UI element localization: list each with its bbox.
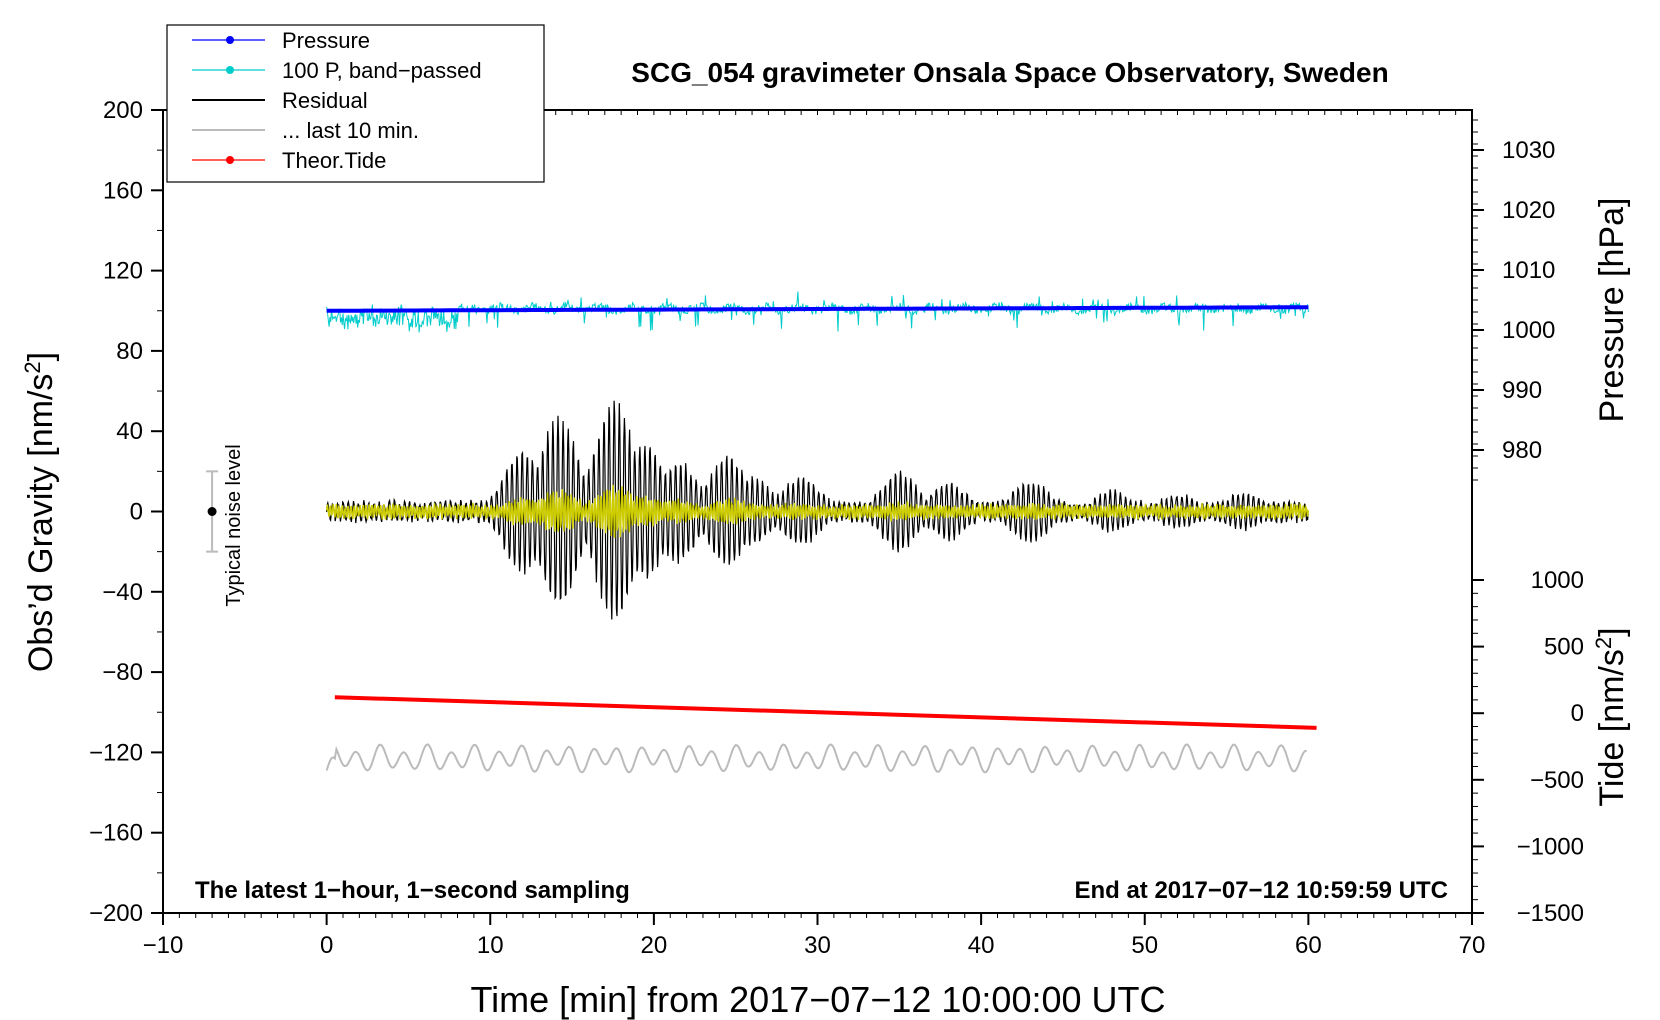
legend-box xyxy=(166,24,545,183)
tide-ticks: 1000 500 0 −500 −1000 −1500 xyxy=(1472,567,1584,927)
noise-label: Typical noise level xyxy=(223,444,245,606)
legend: Pressure 100 P, band−passed Residual ... la… xyxy=(166,24,545,183)
series-layer xyxy=(325,291,1317,774)
y-tick-label: 0 xyxy=(130,499,143,526)
pressure-tick-label: 990 xyxy=(1502,377,1542,404)
y-tick-label: 160 xyxy=(103,177,143,204)
tide-axis-label-sup: 2 xyxy=(1591,637,1616,649)
tide-tick-label: −1500 xyxy=(1517,900,1584,927)
y-tick-label: −80 xyxy=(102,659,143,686)
legend-label: 100 P, band−passed xyxy=(282,58,482,83)
x-ticks: −10 0 10 20 30 40 50 60 70 xyxy=(143,110,1486,959)
y-tick-label: −200 xyxy=(89,900,143,927)
y-tick-label: −40 xyxy=(102,579,143,606)
annotation-right: End at 2017−07−12 10:59:59 UTC xyxy=(1074,877,1448,904)
y-tick-label: 80 xyxy=(116,338,143,365)
legend-label: Theor.Tide xyxy=(282,148,386,173)
y-tick-label: 200 xyxy=(103,97,143,124)
x-tick-label: 50 xyxy=(1131,932,1158,959)
tide-tick-label: 1000 xyxy=(1531,567,1584,594)
x-tick-label: 0 xyxy=(320,932,333,959)
x-tick-label: 10 xyxy=(477,932,504,959)
x-tick-label: −10 xyxy=(143,932,184,959)
legend-swatch-marker xyxy=(226,156,234,164)
x-tick-label: 30 xyxy=(804,932,831,959)
tide-axis-label: Tide [nm/s2] xyxy=(1591,627,1631,806)
y-tick-label: 40 xyxy=(116,418,143,445)
series-last-10-min xyxy=(325,743,1307,774)
legend-label: ... last 10 min. xyxy=(282,118,419,143)
noise-level-indicator: Typical noise level xyxy=(206,444,245,607)
series-pressure xyxy=(326,305,1309,313)
x-axis-label: Time [min] from 2017−07−12 10:00:00 UTC xyxy=(470,979,1165,1020)
chart-title: SCG_054 gravimeter Onsala Space Observat… xyxy=(631,57,1388,88)
tide-axis-label-end: ] xyxy=(1593,627,1631,636)
y-tick-label: 120 xyxy=(103,258,143,285)
tide-tick-label: −500 xyxy=(1530,767,1584,794)
x-tick-label: 20 xyxy=(641,932,668,959)
pressure-ticks: 1030 1020 1010 1000 990 980 xyxy=(1472,119,1555,481)
y-axis-label-sup: 2 xyxy=(20,361,45,373)
pressure-tick-label: 1000 xyxy=(1502,317,1555,344)
series-residual-smoothed xyxy=(325,484,1310,538)
pressure-tick-label: 1030 xyxy=(1502,137,1555,164)
y-axis-label-end: ] xyxy=(22,352,60,361)
tide-tick-label: 0 xyxy=(1571,700,1584,727)
series-theor-tide xyxy=(334,695,1317,730)
tide-tick-label: −1000 xyxy=(1517,833,1584,860)
pressure-tick-label: 1010 xyxy=(1502,257,1555,284)
y-axis-label-main: Obs’d Gravity [nm/s xyxy=(22,374,60,673)
y-tick-label: −160 xyxy=(89,820,143,847)
x-tick-label: 60 xyxy=(1295,932,1322,959)
legend-swatch-marker xyxy=(226,36,234,44)
y-ticks: 200 160 120 80 40 0 −40 −80 −120 −160 −200 xyxy=(89,97,163,927)
pressure-tick-label: 1020 xyxy=(1502,197,1555,224)
x-tick-label: 70 xyxy=(1459,932,1486,959)
tide-tick-label: 500 xyxy=(1544,634,1584,661)
legend-label: Residual xyxy=(282,88,368,113)
y-tick-label: −120 xyxy=(89,739,143,766)
noise-bar-center xyxy=(207,507,217,516)
x-tick-label: 40 xyxy=(968,932,995,959)
legend-swatch-marker xyxy=(226,66,234,74)
legend-label: Pressure xyxy=(282,28,370,53)
pressure-axis-label: Pressure [hPa] xyxy=(1593,198,1631,423)
y-axis-label: Obs’d Gravity [nm/s2] xyxy=(20,352,60,672)
annotation-left: The latest 1−hour, 1−second sampling xyxy=(195,877,630,904)
pressure-tick-label: 980 xyxy=(1502,437,1542,464)
tide-axis-label-main: Tide [nm/s xyxy=(1593,649,1631,806)
